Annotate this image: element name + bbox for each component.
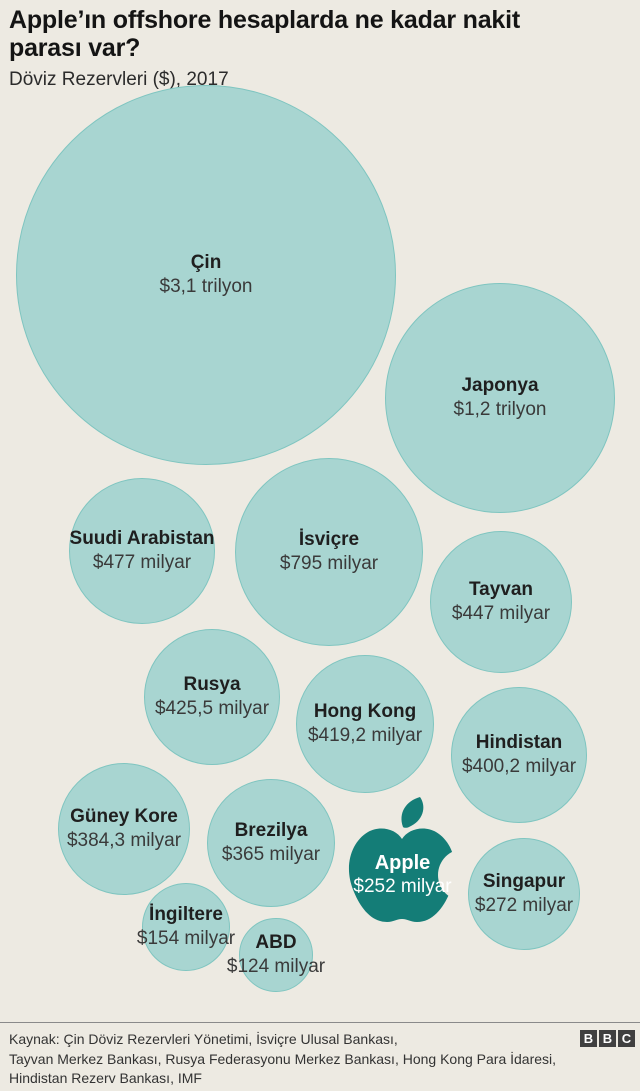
- bbc-logo-letter: B: [599, 1030, 616, 1047]
- source-line: Kaynak: Çin Döviz Rezervleri Yönetimi, İ…: [9, 1031, 398, 1047]
- page-title: Apple’ın offshore hesaplarda ne kadar na…: [9, 6, 631, 62]
- source-line: Tayvan Merkez Bankası, Rusya Federasyonu…: [9, 1050, 557, 1067]
- bubble-singapur: Singapur $272 milyar: [468, 838, 580, 950]
- bubble-label: İsviçre: [298, 529, 360, 550]
- bubble-hindistan: Hindistan $400,2 milyar: [451, 687, 587, 823]
- bubble-label: Japonya: [461, 375, 539, 396]
- source-note: Kaynak: Çin Döviz Rezervleri Yönetimi, İ…: [9, 1030, 569, 1089]
- bubble-value: $365 milyar: [221, 844, 321, 865]
- page-title-line1: Apple’ın offshore hesaplarda ne kadar na…: [9, 6, 520, 34]
- chart-subtitle: Döviz Rezervleri ($), 2017: [9, 69, 229, 90]
- bubble-label: Rusya: [183, 674, 241, 695]
- bubble-value: $477 milyar: [92, 552, 192, 573]
- bubble-abd: ABD $124 milyar: [227, 918, 325, 992]
- bubble-label: Singapur: [482, 871, 566, 892]
- bubble-japonya: Japonya $1,2 trilyon: [385, 283, 615, 513]
- bubble-value: $252 milyar: [353, 876, 452, 897]
- page-title-line2: parası var?: [9, 34, 141, 62]
- bubble-cin: Çin $3,1 trilyon: [16, 85, 396, 465]
- bubble-value: $154 milyar: [136, 928, 236, 949]
- bubble-hong-kong: Hong Kong $419,2 milyar: [296, 655, 434, 793]
- apple-icon: [348, 797, 465, 922]
- apple-bubble: Apple $252 milyar: [340, 795, 465, 940]
- bubble-label: Suudi Arabistan: [69, 528, 215, 549]
- bubble-isvicre: İsviçre $795 milyar: [235, 458, 423, 646]
- footer-divider: [0, 1022, 640, 1023]
- bubble-ingiltere: İngiltere $154 milyar: [137, 883, 235, 971]
- bubble-label: Apple: [374, 852, 431, 874]
- bubble-value: $1,2 trilyon: [453, 399, 547, 420]
- bubble-label: Tayvan: [468, 579, 534, 600]
- bubble-rusya: Rusya $425,5 milyar: [144, 629, 280, 765]
- bubble-value: $400,2 milyar: [461, 756, 577, 777]
- bbc-logo: B B C: [580, 1030, 635, 1047]
- bubble-label: Brezilya: [234, 820, 308, 841]
- bubble-value: $447 milyar: [451, 603, 551, 624]
- bbc-logo-letter: C: [618, 1030, 635, 1047]
- bbc-logo-letter: B: [580, 1030, 597, 1047]
- bubble-value: $272 milyar: [474, 895, 574, 916]
- bubble-label: Güney Kore: [70, 806, 178, 827]
- bubble-brezilya: Brezilya $365 milyar: [207, 779, 335, 907]
- bubble-suudi-arabistan: Suudi Arabistan $477 milyar: [69, 478, 215, 624]
- bubble-value: $425,5 milyar: [154, 698, 270, 719]
- bubble-label: ABD: [255, 932, 297, 953]
- bubble-value: $124 milyar: [226, 956, 326, 977]
- bubble-value: $384,3 milyar: [66, 830, 182, 851]
- bubble-label: Hong Kong: [313, 701, 417, 722]
- bubble-guney-kore: Güney Kore $384,3 milyar: [58, 763, 190, 895]
- header: Apple’ın offshore hesaplarda ne kadar na…: [9, 6, 631, 92]
- bubble-label: Çin: [190, 252, 222, 273]
- bubble-label: İngiltere: [149, 904, 223, 925]
- bubble-label: Hindistan: [475, 732, 563, 753]
- bubble-value: $795 milyar: [279, 553, 379, 574]
- bubble-tayvan: Tayvan $447 milyar: [430, 531, 572, 673]
- source-line: Hindistan Rezerv Bankası, IMF: [9, 1070, 202, 1086]
- bubble-value: $419,2 milyar: [307, 725, 423, 746]
- bubble-value: $3,1 trilyon: [159, 276, 253, 297]
